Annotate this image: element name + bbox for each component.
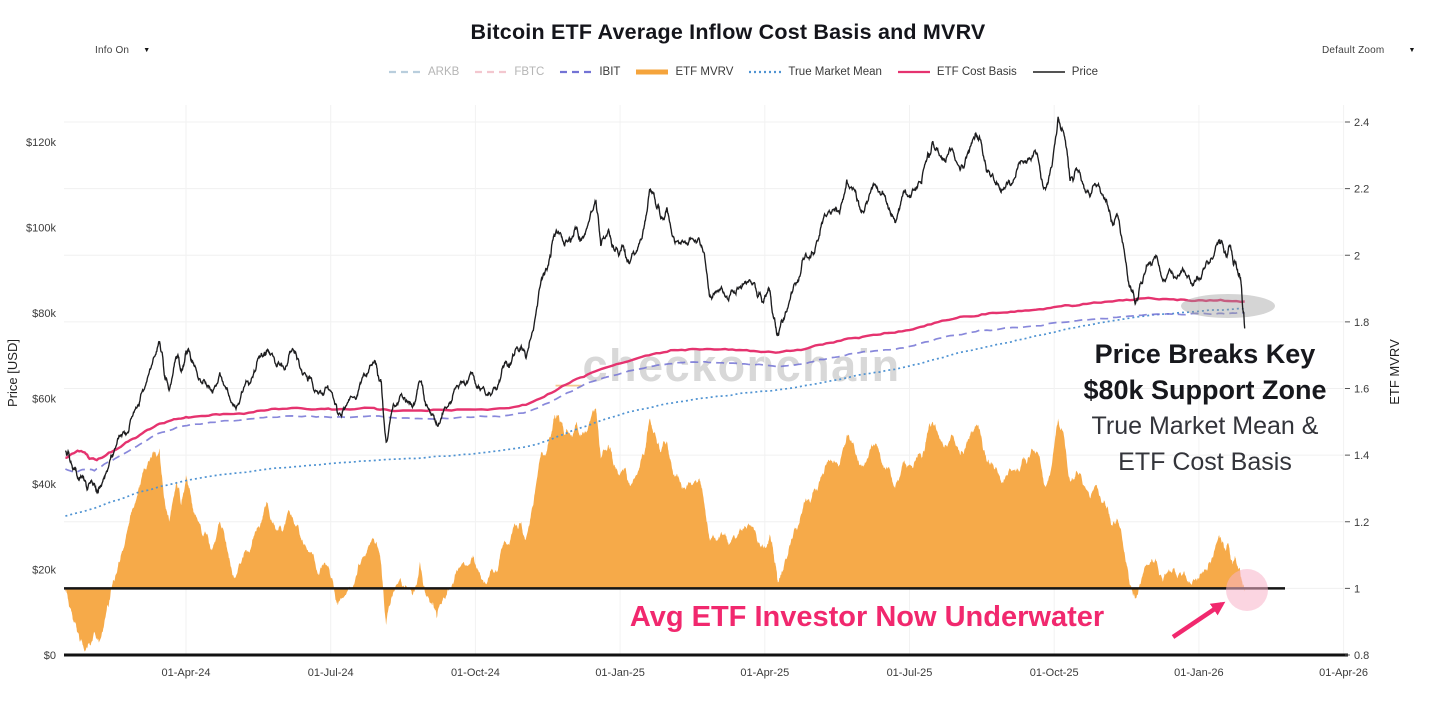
page-title: Bitcoin ETF Average Inflow Cost Basis an… [470,20,986,44]
y-right-tick-label: 1.6 [1354,384,1369,396]
y-right-tick-label: 1 [1354,583,1360,595]
y-left-tick-label: $100k [26,223,56,235]
y-left-tick-label: $80k [32,308,56,320]
series-ibit-line [65,311,1245,474]
legend-swatch-line [475,70,508,74]
y-right-tick-label: 2.4 [1354,117,1369,129]
x-tick-label: 01-Jul-25 [887,667,933,679]
legend-item-ibit[interactable]: IBIT [559,66,620,78]
series-true-market-mean-line [65,307,1245,517]
annotation-price-break-line2: $80k Support Zone [1083,375,1327,405]
x-tick-label: 01-Apr-26 [1319,667,1368,679]
caret-down-icon: ▼ [1408,47,1416,54]
y-right-tick-label: 1.4 [1354,450,1369,462]
series-etf-cost-basis-line [65,296,1245,462]
y-left-axis-title: Price [USD] [5,339,20,407]
legend-item-label: FBTC [514,66,545,78]
annotation-price-break-line1: Price Breaks Key [1094,339,1316,369]
zoom-select-label: Default Zoom [1322,45,1385,56]
legend-item-true-market-mean[interactable]: True Market Mean [748,66,882,78]
y-right-tick-label: 2.2 [1354,184,1369,196]
x-tick-label: 01-Jul-24 [308,667,354,679]
annotation-price-break-line3: True Market Mean & [1091,412,1319,440]
legend-item-label: IBIT [599,66,621,78]
zoom-select-dropdown[interactable]: Default Zoom ▼ [1322,45,1416,56]
legend-item-label: True Market Mean [788,66,882,78]
legend-swatch-line [388,70,421,74]
legend-item-label: ETF MVRV [675,66,734,78]
plot-area[interactable] [64,116,1275,652]
legend-item-label: ARKB [427,66,460,78]
y-left-tick-label: $60k [32,394,56,406]
y-left-tick-label: $20k [32,565,56,577]
underwater-highlight-circle [1226,569,1268,611]
watermark: _checkonchain [556,340,901,392]
y-right-axis-title: ETF MVRV [1387,339,1402,405]
legend-swatch-line [1032,71,1065,73]
legend-swatch-line [560,70,593,74]
series-etf-mvrv-area [65,408,1245,652]
y-right-tick-label: 2 [1354,250,1360,262]
x-tick-label: 01-Oct-24 [451,667,500,679]
y-right-tick-label: 0.8 [1354,650,1369,662]
x-tick-label: 01-Apr-24 [162,667,211,679]
watermark-text: checkonchain [582,340,901,391]
legend-item-etf-mvrv[interactable]: ETF MVRV [635,66,733,78]
x-tick-label: 01-Apr-25 [740,667,789,679]
legend: ARKB FBTC IBIT ETF MVRV True Market Mean ETF … [388,66,1098,78]
legend-item-arkb[interactable]: ARKB [388,66,459,78]
info-toggle-label: Info On [95,45,130,56]
y-left-tick-label: $40k [32,479,56,491]
legend-item-etf-cost-basis[interactable]: ETF Cost Basis [897,66,1017,78]
legend-swatch-line [897,70,930,74]
axis-labels: $0 $20k $40k $60k $80k $100k $120k 0.8 1 1.2 1.4 1.… [5,117,1402,679]
annotation-price-break-line4: ETF Cost Basis [1118,448,1292,476]
annotation-price-break: Price Breaks Key $80k Support Zone True … [1040,336,1370,480]
legend-item-label: Price [1071,66,1099,78]
y-right-tick-label: 1.2 [1354,517,1369,529]
price-break-highlight-ellipse [1181,294,1275,318]
y-left-tick-label: $0 [44,650,56,662]
legend-item-label: ETF Cost Basis [936,66,1017,78]
legend-item-price[interactable]: Price [1032,66,1098,78]
info-toggle-dropdown[interactable]: Info On ▼ [95,45,150,56]
x-tick-label: 01-Oct-25 [1030,667,1079,679]
y-left-tick-label: $120k [26,137,56,149]
legend-swatch-line [636,69,669,75]
legend-item-fbtc[interactable]: FBTC [474,66,544,78]
x-tick-label: 01-Jan-26 [1174,667,1224,679]
y-right-tick-label: 1.8 [1354,317,1369,329]
caret-down-icon: ▼ [143,47,151,54]
underwater-arrow [1171,601,1226,639]
x-tick-label: 01-Jan-25 [595,667,645,679]
annotation-underwater: Avg ETF Investor Now Underwater [629,601,1105,633]
series-price-line [64,116,1246,495]
legend-swatch-line [749,70,782,74]
